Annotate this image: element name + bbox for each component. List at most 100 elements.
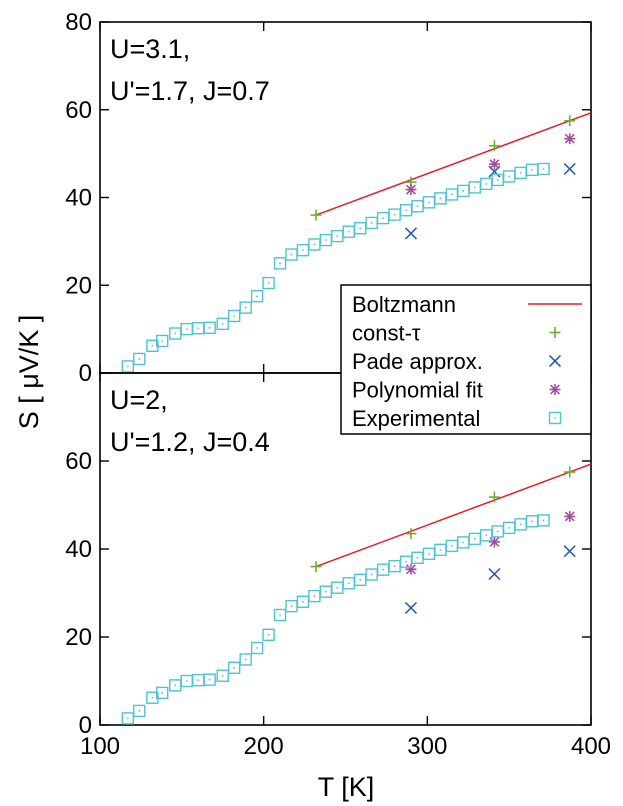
top-ytick-label: 0 <box>79 360 92 387</box>
bottom-square-point-dot <box>256 647 259 649</box>
y-axis-label: S [ μV/K ] <box>14 315 44 430</box>
bottom-square-point-dot <box>324 590 327 593</box>
top-asterisk-point <box>488 158 500 170</box>
top-square-point <box>502 170 516 183</box>
top-annotation-line: U'=1.7, J=0.7 <box>110 76 270 106</box>
bottom-square-point <box>203 673 216 686</box>
bottom-square-point-box <box>133 704 146 718</box>
bottom-square-point <box>354 573 367 586</box>
top-square-point <box>133 352 146 366</box>
bottom-square-point-dot <box>450 545 453 547</box>
legend-asterisk-sample <box>549 384 561 395</box>
bottom-square-point <box>228 661 241 674</box>
bottom-square-point <box>216 669 229 682</box>
top-square-point-dot <box>542 168 545 170</box>
top-square-point <box>319 233 333 247</box>
top-square-point-dot <box>126 365 129 368</box>
x-tick-label: 100 <box>80 733 120 760</box>
top-square-point <box>491 173 504 187</box>
top-square-point-dot <box>496 179 499 181</box>
bottom-square-point <box>273 608 287 622</box>
bottom-square-point-dot <box>161 691 164 694</box>
bottom-ytick-label: 60 <box>65 448 92 475</box>
top-square-point <box>422 196 436 209</box>
bottom-cross-point <box>488 568 501 581</box>
bottom-square-point <box>239 653 252 666</box>
top-square-point-dot <box>138 358 141 360</box>
bottom-square-point <box>191 673 205 687</box>
top-square-point-dot <box>531 168 533 171</box>
top-square-point-box <box>273 257 287 270</box>
top-square-point <box>203 321 216 335</box>
bottom-square-point <box>514 518 527 531</box>
top-square-point-dot <box>244 306 247 309</box>
bottom-asterisk-point-d2 <box>564 511 575 522</box>
top-square-point-box <box>239 301 252 314</box>
top-square-point-dot <box>185 328 188 331</box>
bottom-square-point-dot <box>267 633 270 636</box>
bottom-square-point <box>388 559 401 573</box>
top-square-point <box>468 181 481 194</box>
top-square-point <box>434 192 447 205</box>
top-square-point-dot <box>393 213 396 216</box>
top-square-point-dot <box>233 315 236 317</box>
top-square-point <box>285 248 298 261</box>
bottom-asterisk-point-d2 <box>406 564 416 575</box>
bottom-square-point <box>457 536 470 549</box>
bottom-square-point-box <box>121 712 135 725</box>
bottom-square-point-dot <box>462 541 465 544</box>
bottom-boltzmann-line <box>315 463 592 568</box>
bottom-square-point <box>445 539 459 553</box>
top-square-point-dot <box>462 190 465 192</box>
top-square-point <box>514 166 527 180</box>
bottom-cross-point <box>563 545 576 558</box>
bottom-square-point-box <box>203 673 216 686</box>
top-square-point <box>273 257 287 270</box>
bottom-square-point-dot <box>138 710 141 712</box>
top-boltzmann-line <box>315 112 592 216</box>
top-square-point-dot <box>428 201 430 204</box>
top-square-point-dot <box>370 222 373 224</box>
top-cross-point-d2 <box>563 162 576 176</box>
top-square-point <box>537 162 550 176</box>
bottom-square-point <box>121 712 135 725</box>
bottom-square-point-dot <box>439 548 442 551</box>
top-square-point <box>296 243 310 257</box>
top-square-point <box>480 177 493 191</box>
bottom-asterisk-point <box>564 510 576 522</box>
bottom-square-point <box>250 641 264 655</box>
bottom-ytick-label: 40 <box>65 536 92 563</box>
top-square-point <box>180 322 193 336</box>
bottom-square-point <box>537 514 550 527</box>
top-plus-point <box>488 140 500 152</box>
legend-cross-sample-d2 <box>548 354 562 368</box>
top-square-point-dot <box>151 344 154 347</box>
bottom-square-point <box>180 674 193 688</box>
bottom-ytick-label: 0 <box>79 712 92 739</box>
top-square-point-box <box>537 162 550 176</box>
top-square-point-dot <box>405 209 407 212</box>
bottom-square-point-dot <box>416 556 419 559</box>
bottom-square-point-box <box>262 628 275 641</box>
bottom-square-point-dot <box>174 684 177 687</box>
x-tick-label: 200 <box>244 733 284 760</box>
legend-square-sample-box <box>548 411 562 425</box>
top-square-point <box>216 317 229 331</box>
bottom-square-point <box>285 600 298 613</box>
top-cross-point <box>404 227 418 240</box>
top-asterisk-point-d2 <box>564 133 575 144</box>
bottom-square-point-dot <box>485 534 488 537</box>
top-square-point-dot <box>439 197 442 200</box>
top-square-point-dot <box>450 193 453 196</box>
top-square-point <box>331 229 344 243</box>
top-square-point-dot <box>519 172 522 174</box>
top-square-point-dot <box>508 175 511 178</box>
bottom-square-point-dot <box>151 696 154 699</box>
top-square-point <box>457 184 470 198</box>
bottom-cross-point <box>404 601 418 615</box>
top-square-point-box <box>155 334 169 348</box>
bottom-square-point <box>133 704 146 718</box>
top-square-point-dot <box>302 249 304 252</box>
bottom-square-point-dot <box>244 658 247 661</box>
legend-label: Polynomial fit <box>352 378 483 403</box>
